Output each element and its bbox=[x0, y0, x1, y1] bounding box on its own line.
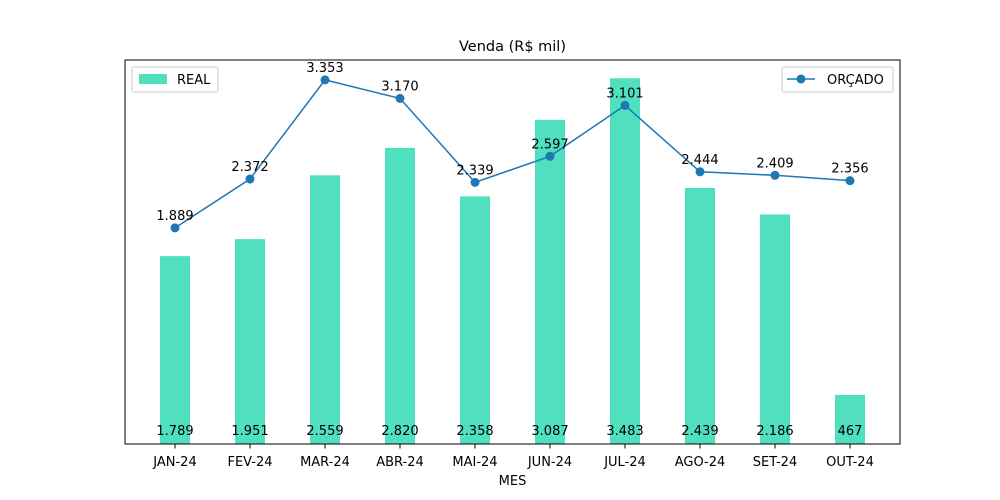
bar-real-jan-24 bbox=[160, 256, 190, 444]
legend-orcado-label: ORÇADO bbox=[827, 73, 884, 88]
point-orcado-set-24 bbox=[770, 170, 780, 180]
legend-real-swatch bbox=[139, 74, 167, 84]
bar-real-set-24 bbox=[760, 214, 790, 444]
label-orcado-jun-24: 2.597 bbox=[531, 137, 568, 152]
bars-layer bbox=[160, 78, 865, 445]
bar-real-abr-24 bbox=[385, 147, 415, 444]
x-tick-label: ABR-24 bbox=[376, 455, 424, 470]
label-real-fev-24: 1.951 bbox=[231, 424, 268, 439]
x-tick-label: AGO-24 bbox=[675, 455, 726, 470]
bar-real-mai-24 bbox=[460, 196, 490, 444]
label-orcado-set-24: 2.409 bbox=[756, 156, 793, 171]
label-real-mar-24: 2.559 bbox=[306, 424, 343, 439]
point-orcado-fev-24 bbox=[245, 174, 255, 184]
label-real-jan-24: 1.789 bbox=[156, 424, 193, 439]
x-axis-label: MES bbox=[499, 474, 527, 489]
label-real-abr-24: 2.820 bbox=[381, 424, 418, 439]
bar-labels-layer: 1.789 1.951 2.559 2.820 2.358 3.087 3.483 2.439… bbox=[156, 424, 862, 439]
legend-real-label: REAL bbox=[177, 73, 211, 88]
plot-frame bbox=[124, 59, 901, 445]
point-orcado-mar-24 bbox=[320, 75, 330, 85]
label-orcado-jan-24: 1.889 bbox=[156, 209, 193, 224]
label-orcado-fev-24: 2.372 bbox=[231, 160, 268, 175]
line-orcado bbox=[174, 79, 851, 229]
chart-title: Venda (R$ mil) bbox=[459, 39, 566, 55]
label-real-jul-24: 3.483 bbox=[606, 424, 643, 439]
bar-real-out-24 bbox=[835, 394, 865, 444]
x-tick-label: JUL-24 bbox=[603, 455, 646, 470]
point-orcado-ago-24 bbox=[695, 167, 705, 177]
label-real-jun-24: 3.087 bbox=[531, 424, 568, 439]
x-tick-label: MAR-24 bbox=[300, 455, 350, 470]
bar-real-ago-24 bbox=[685, 187, 715, 444]
label-real-out-24: 467 bbox=[838, 424, 863, 439]
legend-orcado-box bbox=[781, 66, 894, 93]
line-layer: 1.889 2.372 3.353 3.170 2.339 2.597 3.101 2.444… bbox=[156, 61, 869, 233]
point-orcado-jan-24 bbox=[170, 223, 180, 233]
point-orcado-jun-24 bbox=[545, 151, 555, 161]
legend-real-box bbox=[131, 66, 219, 93]
label-orcado-mai-24: 2.339 bbox=[456, 163, 493, 178]
label-real-set-24: 2.186 bbox=[756, 424, 793, 439]
x-tick-label: SET-24 bbox=[753, 455, 797, 470]
legend-orcado-marker bbox=[796, 74, 806, 84]
label-orcado-out-24: 2.356 bbox=[831, 162, 868, 177]
point-orcado-mai-24 bbox=[470, 177, 480, 187]
label-real-ago-24: 2.439 bbox=[681, 424, 718, 439]
bar-real-jul-24 bbox=[610, 78, 640, 444]
bar-real-jun-24 bbox=[535, 119, 565, 444]
x-tick-label: OUT-24 bbox=[826, 455, 874, 470]
label-orcado-mar-24: 3.353 bbox=[306, 61, 343, 76]
label-orcado-abr-24: 3.170 bbox=[381, 79, 418, 94]
legend-orcado: ORÇADO bbox=[781, 66, 894, 93]
x-tick-label: FEV-24 bbox=[227, 455, 272, 470]
point-orcado-out-24 bbox=[845, 176, 855, 186]
label-orcado-ago-24: 2.444 bbox=[681, 153, 718, 168]
bar-real-mar-24 bbox=[310, 175, 340, 445]
x-tick-layer: JAN-24 FEV-24 MAR-24 ABR-24 MAI-24 JUN-24 JUL-… bbox=[152, 444, 874, 470]
point-orcado-jul-24 bbox=[620, 100, 630, 110]
label-real-mai-24: 2.358 bbox=[456, 424, 493, 439]
label-orcado-jul-24: 3.101 bbox=[606, 86, 643, 101]
legend-real: REAL bbox=[131, 66, 219, 93]
x-tick-label: JAN-24 bbox=[152, 455, 196, 470]
point-orcado-abr-24 bbox=[395, 93, 405, 103]
x-tick-label: JUN-24 bbox=[527, 455, 572, 470]
x-tick-label: MAI-24 bbox=[452, 455, 497, 470]
bar-real-fev-24 bbox=[235, 239, 265, 444]
